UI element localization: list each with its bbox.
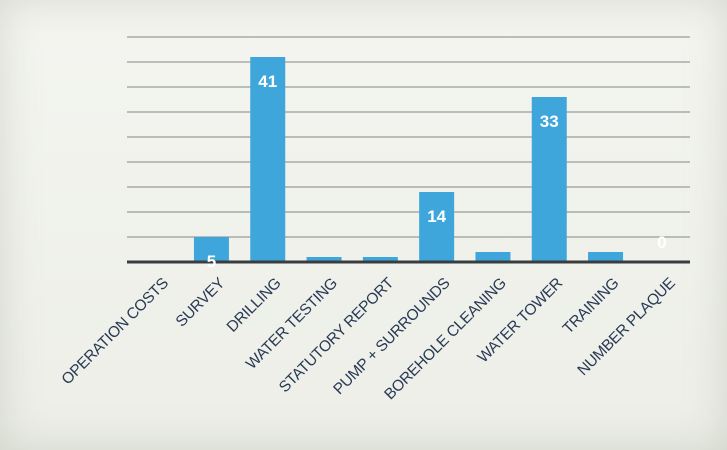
- bar: [588, 252, 624, 262]
- bar: [250, 57, 286, 262]
- data-label: 33: [540, 112, 559, 131]
- bar: [475, 252, 511, 262]
- tick-label: OPERATION COSTS: [59, 275, 172, 388]
- bar: [193, 237, 229, 262]
- bar: [362, 257, 398, 262]
- tick-label: SURVEY: [173, 275, 229, 331]
- bar: [306, 257, 342, 262]
- tick-label: NUMBER PLAQUE: [574, 275, 678, 379]
- tick-label: STATUTORY REPORT: [276, 274, 398, 396]
- data-labels: 5 41 14 33 0: [207, 72, 667, 271]
- data-label: 41: [258, 72, 277, 91]
- bar: [531, 97, 567, 262]
- data-label: 14: [427, 207, 446, 226]
- tick-label: DRILLING: [224, 275, 285, 336]
- bars: [193, 57, 624, 262]
- gridlines: [127, 36, 690, 238]
- data-label: 0: [657, 233, 666, 252]
- data-label: 5: [207, 252, 216, 271]
- bar: [419, 192, 455, 262]
